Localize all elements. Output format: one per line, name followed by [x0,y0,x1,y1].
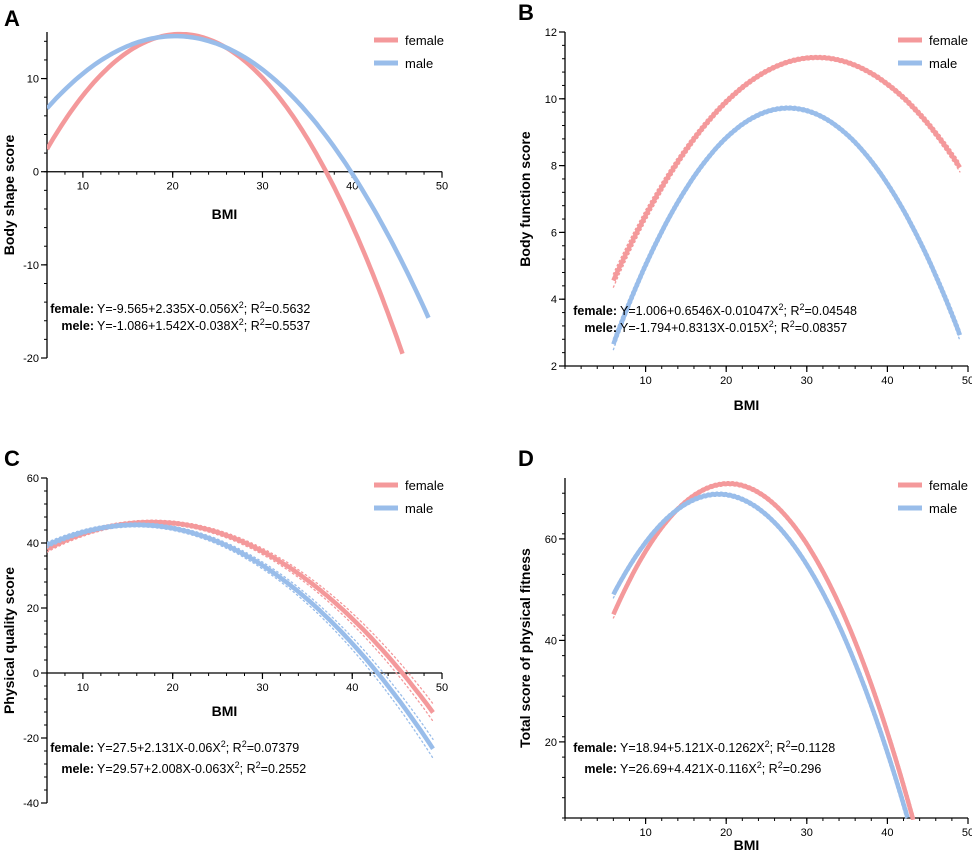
panel-letter: C [4,446,20,471]
x-tick-label: 30 [801,827,813,839]
x-tick-label: 20 [720,375,732,387]
chart-panel-d: D 20 40 60 10 20 30 40 50 BMI Total score of physi… [517,446,972,853]
equation-text: Y=-9.565+2.335X-0.056X2; R2=0.5632 [97,300,310,316]
y-tick-label: -10 [23,260,39,272]
legend-label-male: male [929,56,957,71]
legend-label-female: female [929,478,968,493]
equation-label: female: [573,741,617,755]
panel-letter: D [518,446,534,471]
equation-text: Y=27.5+2.131X-0.06X2; R2=0.07379 [97,739,299,755]
chart-panel-c: C -40 -20 0 20 40 60 10 20 30 40 50 BMI Physical qual… [1,446,448,810]
x-tick-label: 20 [167,682,179,694]
plot-area [611,54,963,351]
x-tick-label: 10 [77,682,89,694]
x-axis-title: BMI [212,703,238,719]
y-axis-title: Total score of physical fitness [517,548,533,748]
plot-area [611,480,916,820]
x-tick-label: 50 [436,682,448,694]
female-fit-line [611,481,916,820]
y-tick-label: 60 [27,473,39,485]
x-tick-label: 30 [256,682,268,694]
equation-text: Y=-1.086+1.542X-0.038X2; R2=0.5537 [97,317,310,333]
equation-label: mele: [584,762,617,776]
x-tick-label: 20 [720,827,732,839]
legend-label-female: female [929,33,968,48]
equation-label: female: [50,302,94,316]
y-tick-label: 20 [27,603,39,615]
x-axis-title: BMI [734,837,760,853]
x-tick-label: 30 [801,375,813,387]
x-tick-label: 10 [639,827,651,839]
equation-text: Y=29.57+2.008X-0.063X2; R2=0.2552 [97,760,306,776]
x-tick-label: 50 [436,181,448,193]
equation-text: Y=1.006+0.6546X-0.01047X2; R2=0.04548 [620,302,857,318]
y-tick-label: 6 [551,227,557,239]
male-fit-line [47,33,431,319]
y-tick-label: 60 [545,534,557,546]
legend-label-female: female [405,33,444,48]
x-tick-label: 10 [639,375,651,387]
x-tick-label: 40 [881,827,893,839]
male-fit-line [47,522,435,750]
female-fit-line [611,55,962,282]
y-axis-title: Body shape score [1,134,17,255]
y-tick-label: 40 [545,635,557,647]
male-fit-line [611,491,910,819]
y-tick-label: 10 [27,74,39,86]
x-axis-title: BMI [734,397,760,413]
equation-text: Y=-1.794+0.8313X-0.015X2; R2=0.08357 [620,319,847,335]
equation-label: mele: [61,319,94,333]
legend-label-female: female [405,478,444,493]
y-tick-label: 40 [27,538,39,550]
x-tick-label: 50 [962,375,972,387]
x-tick-label: 40 [346,181,358,193]
chart-panel-a: A -20 -10 0 10 10 20 30 40 50 BMI Body shape score f… [1,6,448,365]
legend-label-male: male [405,501,433,516]
chart-panel-b: B 2 4 6 8 10 12 10 20 30 40 50 BMI Body function scor… [517,0,972,413]
y-tick-label: 4 [551,294,557,306]
equation-text: Y=18.94+5.121X-0.1262X2; R2=0.1128 [620,739,835,755]
equation-text: Y=26.69+4.421X-0.116X2; R2=0.296 [620,760,821,776]
x-tick-label: 30 [256,181,268,193]
male-confidence-band [47,522,434,740]
x-axis-title: BMI [212,206,238,222]
y-tick-label: 2 [551,361,557,373]
y-tick-label: 0 [33,668,39,680]
x-tick-label: 20 [167,181,179,193]
plot-area [47,31,431,355]
female-confidence-band [612,58,961,288]
equation-label: female: [573,304,617,318]
y-tick-label: 12 [545,27,557,39]
male-fit-line [611,105,963,345]
x-tick-label: 50 [962,827,972,839]
equation-label: mele: [584,321,617,335]
y-tick-label: 20 [545,737,557,749]
x-tick-label: 10 [77,181,89,193]
y-tick-label: -40 [23,798,39,810]
y-tick-label: 8 [551,161,557,173]
x-tick-label: 40 [346,682,358,694]
panel-letter: B [518,0,534,25]
legend-label-male: male [405,56,433,71]
female-confidence-band [612,54,961,275]
y-tick-label: 0 [33,167,39,179]
plot-area [47,519,435,759]
y-tick-label: -20 [23,733,39,745]
y-tick-label: -20 [23,353,39,365]
y-axis-title: Body function score [517,131,533,267]
x-tick-label: 40 [881,375,893,387]
equation-label: mele: [61,762,94,776]
y-axis-title: Physical quality score [1,567,17,714]
y-tick-label: 10 [545,94,557,106]
legend-label-male: male [929,501,957,516]
equation-label: female: [50,741,94,755]
panel-letter: A [4,6,20,31]
